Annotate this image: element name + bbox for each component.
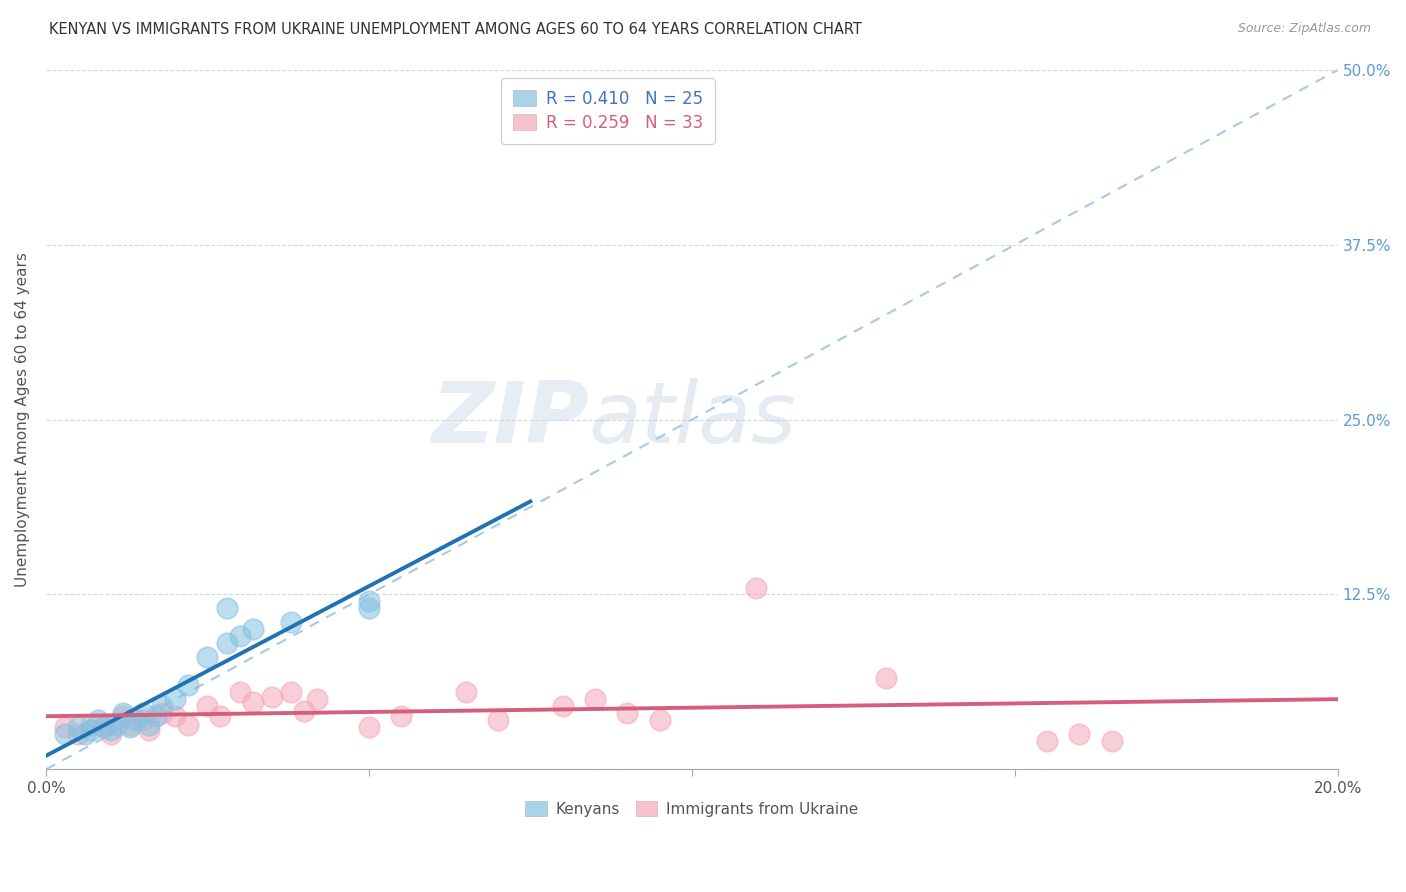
Point xyxy=(454,685,477,699)
Point xyxy=(486,714,509,728)
Point xyxy=(209,709,232,723)
Text: KENYAN VS IMMIGRANTS FROM UKRAINE UNEMPLOYMENT AMONG AGES 60 TO 64 YEARS CORRELA: KENYAN VS IMMIGRANTS FROM UKRAINE UNEMPL… xyxy=(49,22,862,37)
Point xyxy=(80,717,103,731)
Point xyxy=(1069,727,1091,741)
Point xyxy=(197,699,219,714)
Point xyxy=(551,699,574,714)
Point xyxy=(260,690,283,704)
Point xyxy=(177,678,200,692)
Point xyxy=(112,709,135,723)
Text: atlas: atlas xyxy=(589,378,796,461)
Text: Source: ZipAtlas.com: Source: ZipAtlas.com xyxy=(1237,22,1371,36)
Point xyxy=(138,717,160,731)
Point xyxy=(165,692,187,706)
Point xyxy=(389,709,412,723)
Point xyxy=(132,706,155,721)
Point xyxy=(745,581,768,595)
Legend: Kenyans, Immigrants from Ukraine: Kenyans, Immigrants from Ukraine xyxy=(517,794,866,824)
Point xyxy=(118,717,141,731)
Point xyxy=(73,727,96,741)
Point xyxy=(242,695,264,709)
Point xyxy=(616,706,638,721)
Point xyxy=(100,727,122,741)
Point xyxy=(357,594,380,608)
Point xyxy=(1036,734,1059,748)
Point xyxy=(138,723,160,738)
Point xyxy=(53,720,76,734)
Point xyxy=(118,720,141,734)
Point xyxy=(228,685,250,699)
Point xyxy=(100,723,122,738)
Y-axis label: Unemployment Among Ages 60 to 64 years: Unemployment Among Ages 60 to 64 years xyxy=(15,252,30,587)
Point xyxy=(145,709,167,723)
Point xyxy=(242,623,264,637)
Point xyxy=(80,723,103,738)
Point xyxy=(280,685,302,699)
Point xyxy=(105,717,128,731)
Point xyxy=(292,704,315,718)
Point xyxy=(93,720,115,734)
Point xyxy=(125,714,148,728)
Point xyxy=(583,692,606,706)
Point xyxy=(86,714,108,728)
Point xyxy=(197,650,219,665)
Point xyxy=(67,720,90,734)
Point xyxy=(112,706,135,721)
Point xyxy=(1101,734,1123,748)
Point xyxy=(875,672,897,686)
Point xyxy=(93,720,115,734)
Point xyxy=(150,699,173,714)
Point xyxy=(648,714,671,728)
Text: ZIP: ZIP xyxy=(430,378,589,461)
Point xyxy=(53,727,76,741)
Point xyxy=(132,714,155,728)
Point xyxy=(228,630,250,644)
Point xyxy=(215,636,238,650)
Point xyxy=(165,709,187,723)
Point xyxy=(307,692,329,706)
Point xyxy=(177,717,200,731)
Point xyxy=(150,706,173,721)
Point xyxy=(280,615,302,630)
Point xyxy=(357,601,380,615)
Point xyxy=(215,601,238,615)
Point xyxy=(357,720,380,734)
Point xyxy=(67,727,90,741)
